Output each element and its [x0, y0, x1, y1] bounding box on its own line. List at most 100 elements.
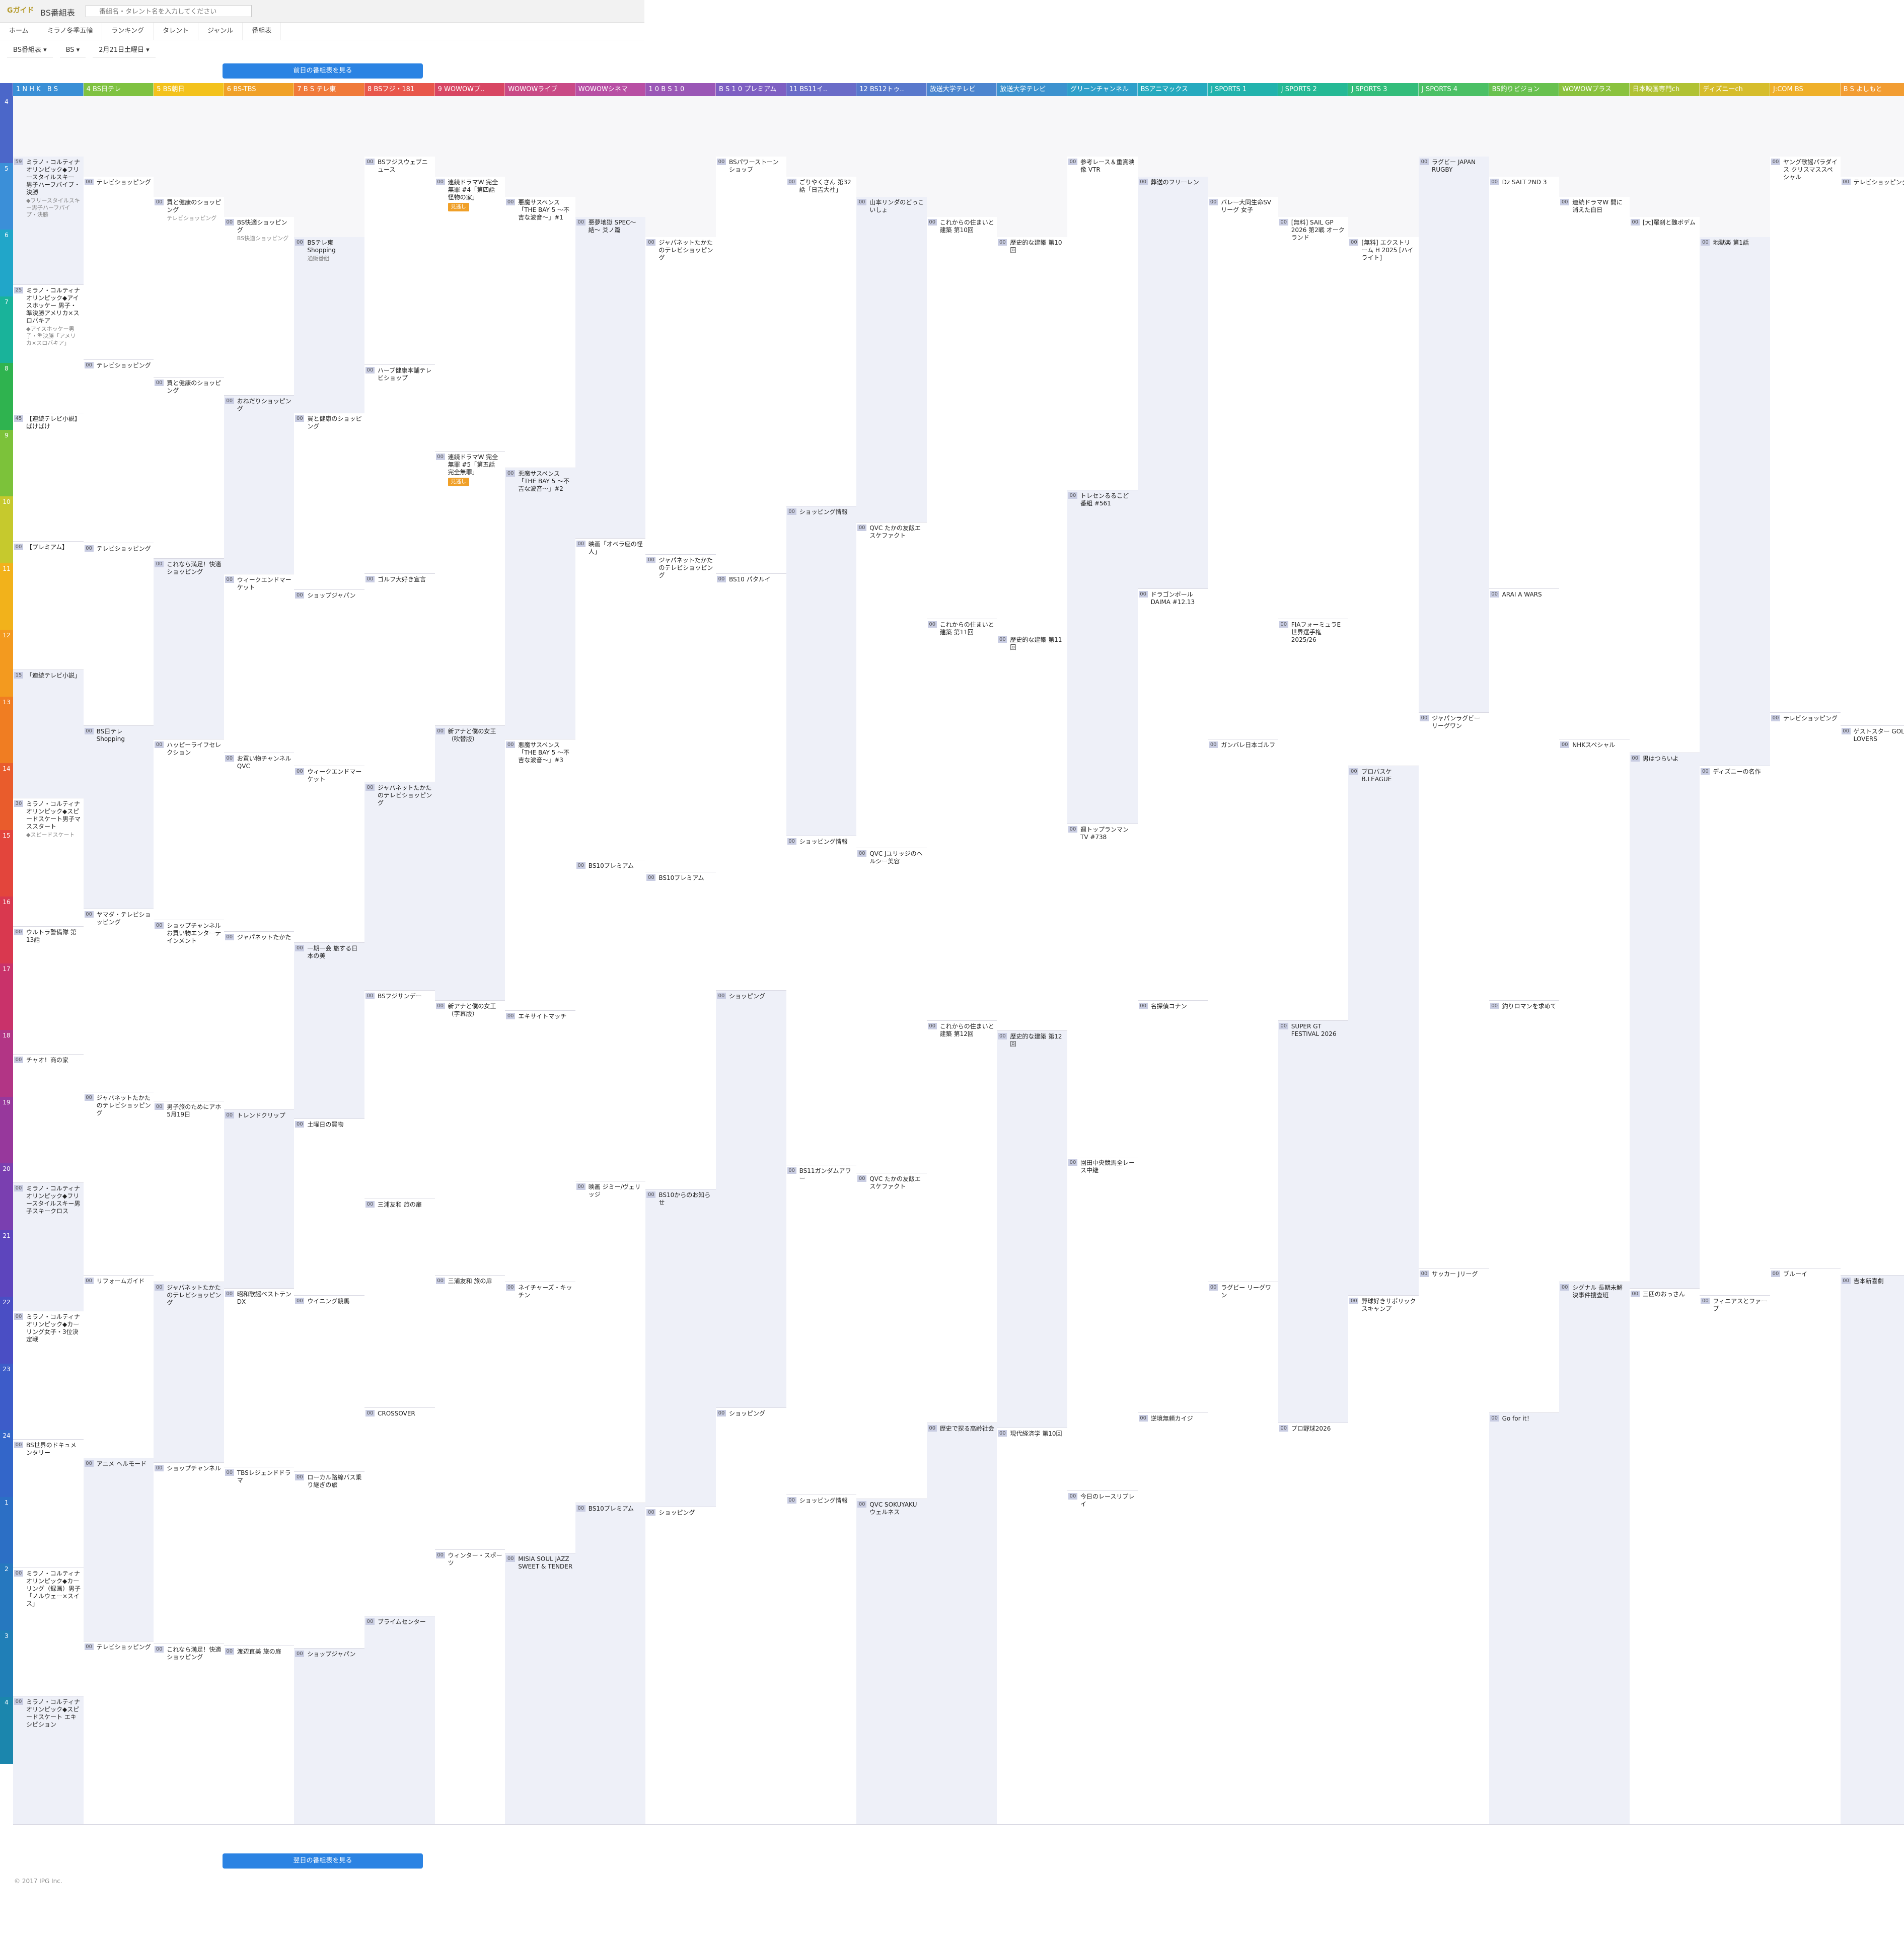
program-cell[interactable]: 00 今日のレースリプレイ	[1067, 1491, 1138, 1825]
program-cell[interactable]: 00 これなら満足！快適ショッピング	[154, 558, 224, 739]
program-cell[interactable]: 00 ハッピーライフセレクション	[154, 739, 224, 921]
program-cell[interactable]: 00 名探偵コナン	[1137, 1001, 1208, 1413]
program-cell[interactable]: 00 ウイニング競馬	[294, 1295, 364, 1472]
program-cell[interactable]: 00 買と健康のショッピング テレビショッピング	[154, 197, 224, 378]
program-cell[interactable]: 00 テレビショッピング	[1840, 177, 1904, 726]
program-cell[interactable]: 00 葬送のフリーレン	[1137, 177, 1208, 589]
program-cell[interactable]: 00 ヤマダ・テレビショッピング	[83, 909, 154, 1092]
channel-header[interactable]: 7 B S テレ東	[294, 83, 364, 96]
filter-select[interactable]: BS番組表 ▾	[7, 44, 53, 57]
program-cell[interactable]: 00 連続ドラマW 完全無罪 #4「第四話 怪物の家」 見逃し	[434, 177, 505, 452]
program-cell[interactable]: 00 【プレミアム】	[13, 541, 84, 670]
program-cell[interactable]: 30 ミラノ・コルティナオリンピック◆スピードスケート男子マススタート ◆スピードス…	[13, 798, 84, 927]
channel-header[interactable]: 11 BS11イ..	[786, 83, 857, 96]
channel-header[interactable]: 9 WOWOWプ..	[434, 83, 505, 96]
program-cell[interactable]: 00 ジャパネットたかたのテレビショッピング	[645, 554, 716, 872]
site-logo[interactable]: Gガイド	[7, 7, 34, 15]
channel-header[interactable]: B S よしもと	[1840, 83, 1904, 96]
program-cell[interactable]: 00 吉本新喜劇	[1840, 1275, 1904, 1825]
program-cell[interactable]: 00 リフォームガイド	[83, 1275, 154, 1459]
program-cell[interactable]: 00 BS10プレミアム	[575, 860, 646, 1182]
program-cell[interactable]: 00 ジャパネットたかたのテレビショッピング	[645, 237, 716, 555]
program-cell[interactable]: 00 映画 ジミー/ヴェリッジ	[575, 1181, 646, 1504]
program-cell[interactable]: 00 これなら満足！快適ショッピング	[154, 1644, 224, 1825]
program-cell[interactable]: 00 ショッピング	[716, 991, 786, 1408]
program-cell[interactable]: 00 悪魔サスペンス「THE BAY 5 〜不吉な波音〜」#3	[505, 739, 575, 1011]
channel-header[interactable]: J:COM BS	[1770, 83, 1841, 96]
channel-header[interactable]: 放送大学テレビ	[926, 83, 997, 96]
program-cell[interactable]: 00 チャオ！商の家	[13, 1055, 84, 1183]
program-cell[interactable]: 00 テレビショッピング	[83, 543, 154, 726]
nav-item[interactable]: タレント	[154, 23, 199, 40]
program-cell[interactable]: 00 QVC Jユリッジのヘルシー美容	[856, 848, 927, 1174]
program-cell[interactable]: 00 ショッピング情報	[786, 506, 857, 836]
channel-header[interactable]: WOWOWプラス	[1559, 83, 1630, 96]
program-cell[interactable]: 00 悪魔サスペンス「THE BAY 5 〜不吉な波音〜」#2	[505, 468, 575, 739]
program-cell[interactable]: 00 悪夢地獄 SPEC〜結〜 爻ノ篇	[575, 217, 646, 539]
program-cell[interactable]: 00 ショッピング情報	[786, 1495, 857, 1825]
nav-item[interactable]: ホーム	[0, 23, 38, 40]
program-cell[interactable]: 00 歴史的な建築 第11回	[997, 634, 1067, 1031]
program-cell[interactable]: 00 悪魔サスペンス「THE BAY 5 〜不吉な波音〜」#1	[505, 197, 575, 468]
program-cell[interactable]: 00 野球好きサポリックスキャンプ	[1348, 1295, 1419, 1825]
program-cell[interactable]: 00 歴史で探る高齢社会	[926, 1423, 997, 1825]
program-cell[interactable]: 00 お買い物チャンネル QVC	[224, 753, 295, 932]
channel-header[interactable]: ディズニーch	[1700, 83, 1770, 96]
channel-header[interactable]: 5 BS朝日	[154, 83, 224, 96]
filter-select[interactable]: BS ▾	[59, 44, 86, 57]
program-cell[interactable]: 00 ジャパンラグビー リーグワン	[1419, 712, 1489, 1269]
program-cell[interactable]: 00 映画「オペラ座の怪人」	[575, 538, 646, 860]
program-cell[interactable]: 00 BS世界のドキュメンタリー	[13, 1440, 84, 1569]
program-cell[interactable]: 00 ウィークエンドマーケット	[294, 766, 364, 943]
program-cell[interactable]: 00 [無料] エクストリーム H 2025 [ハイライト]	[1348, 237, 1419, 767]
catchup-badge[interactable]: 見逃し	[448, 203, 469, 211]
program-cell[interactable]: 00 SUPER GT FESTIVAL 2026	[1278, 1021, 1349, 1423]
program-cell[interactable]: 45 【連続テレビ小説】ばけばけ	[13, 413, 84, 542]
program-cell[interactable]: 00 新アナと僕の女王（吹替版）	[434, 726, 505, 1001]
program-cell[interactable]: 00 QVC たかの友飯エスケファクト	[856, 1173, 927, 1500]
channel-header[interactable]: 日本映画専門ch	[1629, 83, 1700, 96]
program-cell[interactable]: 00 トレンドクリップ	[224, 1110, 295, 1289]
program-cell[interactable]: 00 BS10からのお知らせ	[645, 1189, 716, 1508]
program-cell[interactable]: 00 ショップジャパン	[294, 589, 364, 767]
program-cell[interactable]: 00 テレビショッピング	[83, 177, 154, 360]
program-cell[interactable]: 00 BS11ガンダムアワー	[786, 1165, 857, 1496]
program-cell[interactable]: 00 ミラノ・コルティナオリンピック◆カーリング女子・3位決定戦	[13, 1311, 84, 1440]
program-cell[interactable]: 00 連続ドラマW 開に消えた白日	[1559, 197, 1630, 739]
program-cell[interactable]: 00 QVC SOKUYAKU ウェルネス	[856, 1499, 927, 1825]
program-cell[interactable]: 00 ショップチャンネル お買い物エンターテインメント	[154, 920, 224, 1101]
program-cell[interactable]: 00 ジャパネットたかたのテレビショッピング	[154, 1282, 224, 1463]
program-cell[interactable]: 00 プロバスケ B.LEAGUE	[1348, 766, 1419, 1296]
program-cell[interactable]: 00 ブルーイ	[1770, 1269, 1841, 1825]
program-cell[interactable]: 00 男はつらいよ	[1629, 753, 1700, 1289]
program-cell[interactable]: 00 バレー大同生命SVリーグ 女子	[1208, 197, 1278, 739]
program-cell[interactable]: 00 ネイチャーズ・キッチン	[505, 1282, 575, 1553]
program-cell[interactable]: 00 男子旅のためにアホ 5月19日	[154, 1101, 224, 1282]
channel-header[interactable]: BSアニマックス	[1137, 83, 1208, 96]
program-cell[interactable]: 00 CROSSOVER	[364, 1407, 435, 1616]
program-cell[interactable]: 00 MISIA SOUL JAZZ SWEET & TENDER	[505, 1553, 575, 1825]
channel-header[interactable]: J SPORTS 4	[1419, 83, 1489, 96]
program-cell[interactable]: 00 ごりやくさん 第32話「日吉大社」	[786, 177, 857, 506]
program-cell[interactable]: 00 プロ野球2026	[1278, 1423, 1349, 1825]
program-cell[interactable]: 00 ARAI A WARS	[1489, 588, 1560, 1001]
program-cell[interactable]: 00 [無料] SAIL GP 2026 第2戦 オークランド	[1278, 217, 1349, 619]
program-cell[interactable]: 00 これからの住まいと建築 第12回	[926, 1021, 997, 1423]
program-cell[interactable]: 00 ショッピング情報	[786, 836, 857, 1166]
program-cell[interactable]: 00 テレビショッピング	[1770, 712, 1841, 1269]
program-cell[interactable]: 00 ミラノ・コルティナオリンピック◆カーリング（録画）男子「ノルウェー×スイス」	[13, 1568, 84, 1697]
program-cell[interactable]: 00 BSフジサンデー	[364, 991, 435, 1200]
program-cell[interactable]: 00 一期一会 旅する日本の美	[294, 942, 364, 1120]
channel-header[interactable]: J SPORTS 2	[1278, 83, 1349, 96]
program-cell[interactable]: 00 地獄楽 第1話	[1700, 237, 1770, 767]
program-cell[interactable]: 00 ウィンター・スポーツ	[434, 1550, 505, 1825]
program-cell[interactable]: 00 TBSレジェンドドラマ	[224, 1467, 295, 1647]
program-cell[interactable]: 00 ヤング歌謡パラダイス クリスマススペシャル	[1770, 157, 1841, 713]
program-cell[interactable]: 00 ハーブ健康本舗テレビショップ	[364, 365, 435, 574]
program-cell[interactable]: 00 昭和歌謡ベストテンDX	[224, 1289, 295, 1468]
program-cell[interactable]: 00 Dz SALT 2ND 3	[1489, 177, 1560, 589]
channel-header[interactable]: WOWOWライブ	[505, 83, 575, 96]
program-cell[interactable]: 00 ショップチャンネル	[154, 1463, 224, 1644]
program-cell[interactable]: 25 ミラノ・コルティナオリンピック◆アイスホッケー 男子・準決勝アメリカ×スロバ…	[13, 284, 84, 413]
program-cell[interactable]: 00 買と健康のショッピング	[154, 378, 224, 559]
